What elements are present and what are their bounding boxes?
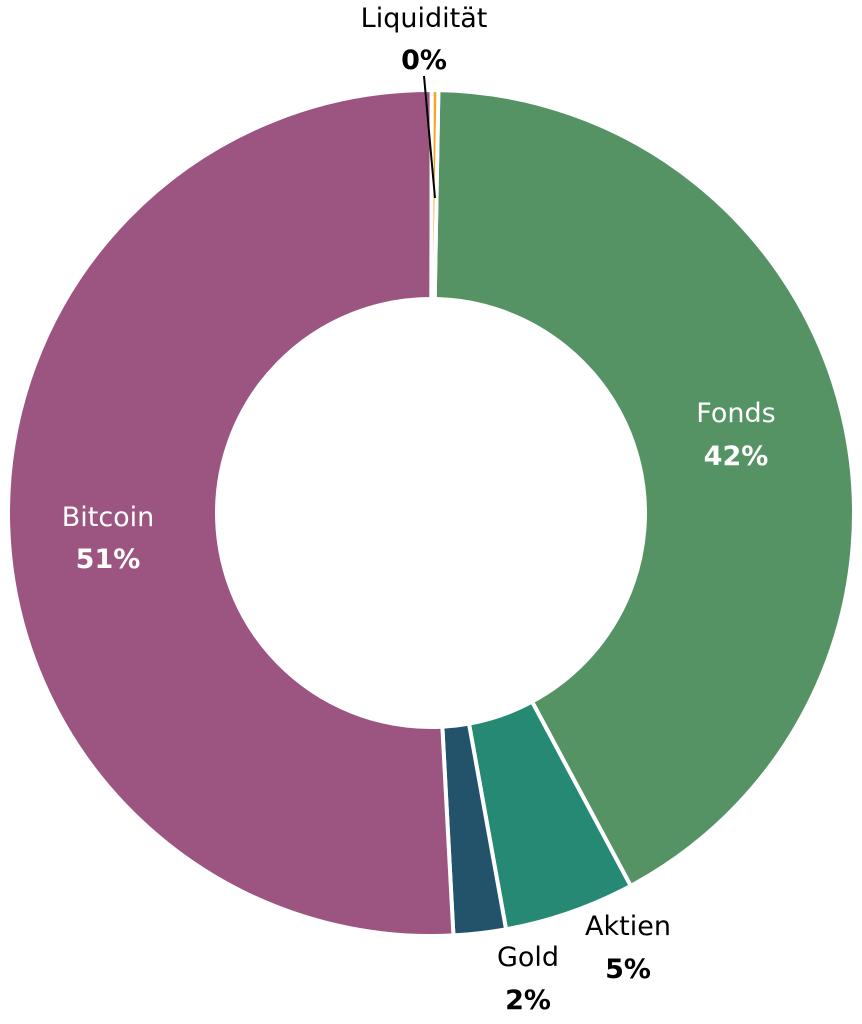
value-bitcoin: 51%: [76, 544, 141, 575]
donut-labels: Fonds 42% Aktien 5% Gold 2% Bitcoin 51% Liquidit…: [62, 3, 776, 1016]
label-liquidität: Liquidität: [361, 3, 488, 34]
value-gold: 2%: [505, 985, 551, 1016]
label-gold: Gold: [497, 942, 559, 973]
label-aktien: Aktien: [585, 911, 671, 942]
label-fonds: Fonds: [696, 398, 775, 429]
value-liquidität: 0%: [401, 45, 447, 76]
slice-fonds: [432, 88, 856, 889]
value-fonds: 42%: [704, 441, 769, 472]
slice-bitcoin: [6, 88, 456, 938]
donut-segments: [6, 87, 856, 938]
leader-line-liquiditaet: [423, 75, 436, 199]
label-bitcoin: Bitcoin: [62, 502, 155, 533]
value-aktien: 5%: [605, 954, 651, 985]
